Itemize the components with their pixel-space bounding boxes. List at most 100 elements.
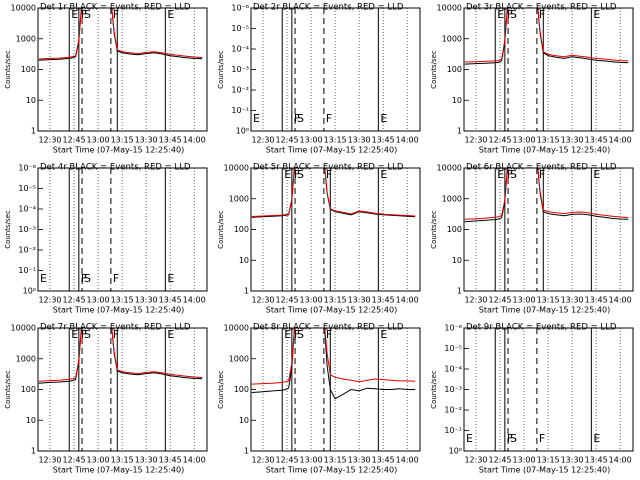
x-tick-label: 12:30 (38, 456, 61, 465)
y-axis-label: Counts/sec (4, 50, 12, 89)
x-tick-label: 13:15 (537, 296, 560, 305)
x-tick-label: 12:45 (489, 456, 512, 465)
y-tick-label: 10⁻³ (444, 385, 462, 394)
y-tick-label: 1000 (229, 194, 249, 203)
x-tick-label: 13:45 (372, 136, 395, 145)
series-line (38, 8, 203, 60)
chart-title: Det 7r BLACK = Events, RED = LLD (40, 323, 191, 333)
y-tick-label: 10⁻⁵ (231, 24, 249, 33)
x-tick-label: 13:15 (111, 136, 134, 145)
y-axis-label: Counts/sec (217, 50, 225, 89)
x-tick-label: 13:45 (159, 136, 182, 145)
marker-label: E (167, 328, 174, 341)
marker-label: E (380, 328, 387, 341)
plot-frame (37, 7, 208, 132)
marker-label: F (539, 432, 545, 445)
x-tick-label: 14:00 (183, 456, 206, 465)
marker-label: F (294, 328, 300, 341)
x-tick-label: 13:30 (561, 136, 584, 145)
x-tick-label: 13:30 (135, 456, 158, 465)
y-tick-label: 10⁻¹ (18, 266, 36, 275)
x-tick-label: 14:00 (396, 296, 419, 305)
marker-label: E (593, 168, 600, 181)
marker-label: E (593, 432, 600, 445)
x-tick-label: 13:15 (537, 136, 560, 145)
x-tick-label: 13:00 (300, 456, 323, 465)
y-tick-label: 10⁻⁴ (18, 205, 36, 214)
x-tick-label: 13:45 (585, 296, 608, 305)
series-line (464, 8, 629, 63)
y-tick-label: 10⁻⁶ (18, 164, 36, 173)
x-tick-label: 13:00 (513, 456, 536, 465)
y-axis-label: Counts/sec (430, 210, 438, 249)
x-axis-label: Start Time (07-May-15 12:25:40) (479, 466, 610, 475)
marker-label: F (539, 8, 545, 21)
y-tick-label: 10⁻² (231, 86, 249, 95)
x-tick-label: 12:45 (489, 296, 512, 305)
marker-label: E (380, 112, 387, 125)
marker-label: F (113, 8, 119, 21)
x-tick-label: 13:30 (135, 136, 158, 145)
marker-label: S (84, 328, 91, 341)
x-tick-label: 13:30 (135, 296, 158, 305)
x-axis-label: Start Time (07-May-15 12:25:40) (266, 466, 397, 475)
marker-label: E (497, 168, 504, 181)
x-tick-label: 12:30 (38, 136, 61, 145)
x-tick-label: 13:00 (87, 456, 110, 465)
series-line (38, 328, 203, 384)
y-tick-label: 1 (31, 447, 36, 456)
x-tick-label: 12:45 (63, 296, 86, 305)
panel: 12:30 12:45 13:00 13:15 13:30 13:45 14:00 10⁰ 10… (430, 323, 634, 475)
y-tick-label: 10⁻⁶ (444, 324, 462, 333)
y-tick-label: 10000 (437, 4, 462, 13)
y-tick-label: 1 (244, 447, 249, 456)
x-axis-label: Start Time (07-May-15 12:25:40) (266, 306, 397, 315)
y-axis-label: Counts/sec (217, 210, 225, 249)
panel: 12:30 12:45 13:00 13:15 13:30 13:45 14:00 1 10 10… (4, 323, 208, 475)
y-tick-label: 10⁻² (18, 246, 36, 255)
series-line (251, 168, 416, 218)
y-tick-label: 100 (21, 65, 36, 74)
y-tick-label: 10⁰ (23, 287, 36, 296)
marker-label: F (507, 8, 513, 21)
marker-label: S (84, 8, 91, 21)
marker-label: F (81, 328, 87, 341)
y-tick-label: 10⁻¹ (444, 426, 462, 435)
series-line (38, 328, 203, 382)
x-tick-label: 13:00 (87, 296, 110, 305)
y-axis-label: Counts/sec (430, 370, 438, 409)
marker-label: E (284, 168, 291, 181)
plot-frame (250, 167, 421, 292)
y-tick-label: 10000 (437, 164, 462, 173)
x-axis-label: Start Time (07-May-15 12:25:40) (266, 146, 397, 155)
x-tick-label: 13:00 (300, 296, 323, 305)
series-line (464, 8, 629, 65)
marker-label: F (81, 272, 87, 285)
y-tick-label: 100 (447, 65, 462, 74)
x-tick-label: 14:00 (183, 296, 206, 305)
y-tick-label: 10⁻³ (231, 65, 249, 74)
marker-label: E (380, 168, 387, 181)
x-tick-label: 12:45 (63, 456, 86, 465)
y-tick-label: 10⁻² (444, 406, 462, 415)
x-axis-label: Start Time (07-May-15 12:25:40) (479, 306, 610, 315)
marker-label: S (297, 328, 304, 341)
x-tick-label: 12:30 (251, 296, 274, 305)
panel: 12:30 12:45 13:00 13:15 13:30 13:45 14:00 10⁰ 10… (217, 3, 421, 155)
marker-label: E (253, 112, 260, 125)
y-tick-label: 1 (457, 127, 462, 136)
y-tick-label: 10000 (11, 4, 36, 13)
marker-label: F (113, 272, 119, 285)
y-tick-label: 10⁻⁵ (18, 184, 36, 193)
y-tick-label: 1 (31, 127, 36, 136)
x-tick-label: 12:45 (489, 136, 512, 145)
marker-label: E (40, 272, 47, 285)
y-tick-label: 10⁻¹ (231, 106, 249, 115)
x-tick-label: 13:15 (111, 296, 134, 305)
x-axis-label: Start Time (07-May-15 12:25:40) (53, 306, 184, 315)
y-tick-label: 10 (452, 256, 462, 265)
y-tick-label: 1 (244, 287, 249, 296)
series-line (464, 168, 629, 223)
x-tick-label: 13:45 (585, 456, 608, 465)
x-axis-label: Start Time (07-May-15 12:25:40) (479, 146, 610, 155)
